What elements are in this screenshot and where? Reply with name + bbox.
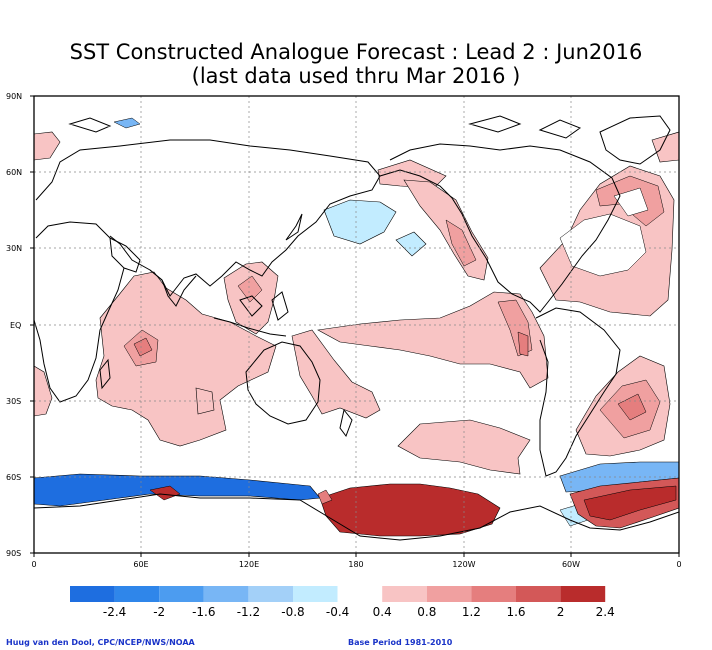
north-atlantic-warm-hole — [559, 213, 647, 277]
japan-coast — [285, 213, 303, 241]
lat-ticks — [30, 95, 34, 554]
credit-author: Huug van den Dool, CPC/NCEP/NWS/NOAA — [6, 638, 195, 647]
lon-labels: 0 60E 120E 180 120W 60W 0 — [31, 560, 681, 569]
south-atlantic-warm-strong — [617, 393, 647, 421]
lat-labels: 90N 60N 30N EQ 30S 60S 90S — [6, 92, 22, 558]
colorbar-box — [248, 586, 293, 602]
antarctica-coast — [34, 493, 679, 541]
lat-label-60n: 60N — [6, 168, 22, 177]
indian-antarctic-warm — [149, 485, 181, 501]
colorbar-label: -2 — [153, 605, 165, 619]
colorbar-label: -0.4 — [326, 605, 349, 619]
north-atlantic-warm-hole-2 — [613, 187, 649, 217]
arctic-warm-east — [651, 131, 679, 163]
colorbar-label: 2 — [557, 605, 565, 619]
north-pacific-cold — [323, 199, 397, 245]
arctic-cold-patch — [113, 117, 141, 129]
gulf-of-alaska-warm-mid — [445, 219, 477, 267]
arctic-warm-west — [34, 131, 61, 161]
colorbar-label: -2.4 — [103, 605, 126, 619]
colorbar-box — [159, 586, 204, 602]
credit-base-period: Base Period 1981-2010 — [348, 638, 453, 647]
map-title-line1: SST Constructed Analogue Forecast : Lead… — [69, 40, 643, 64]
colorbar-label: 0.8 — [417, 605, 436, 619]
colorbar-box — [426, 586, 472, 602]
weddell-warm-core — [583, 485, 677, 521]
lon-label-120w: 120W — [452, 560, 475, 569]
indian-ocean-warm-strong — [133, 337, 153, 357]
lat-label-90s: 90S — [6, 549, 21, 558]
madagascar-coast — [99, 358, 111, 390]
lat-label-30s: 30S — [6, 397, 21, 406]
colorbar-box — [471, 586, 516, 602]
greenland-coast — [599, 115, 671, 165]
colorbar-box — [293, 586, 338, 602]
arabia-coast — [109, 237, 141, 273]
colorbar-box — [382, 586, 427, 602]
new-zealand-coast — [339, 408, 353, 438]
southern-ocean-cold — [34, 473, 321, 507]
lat-label-30n: 30N — [6, 244, 22, 253]
lat-label-90n: 90N — [6, 92, 22, 101]
eurasia-coast — [35, 139, 381, 297]
colorbar-label: -0.8 — [281, 605, 304, 619]
lat-label-eq: EQ — [10, 321, 21, 330]
ross-sea-warm-fringe — [317, 489, 333, 505]
africa-coast — [34, 221, 125, 403]
colorbar-box — [516, 586, 561, 602]
colorbar-box — [70, 586, 115, 602]
colorbar-box — [114, 586, 160, 602]
arctic-islands-coast — [68, 115, 582, 139]
colorbar-label: 1.6 — [506, 605, 525, 619]
maritime-warm-mid — [237, 275, 263, 303]
australia-coast — [245, 341, 321, 425]
colorbar-label: -1.6 — [192, 605, 215, 619]
indonesia-coast — [213, 291, 289, 337]
india-coast — [149, 269, 197, 307]
lon-label-60w: 60W — [562, 560, 580, 569]
lon-label-0-east: 0 — [676, 560, 681, 569]
lon-ticks — [33, 553, 680, 557]
coral-sea-warm — [291, 329, 381, 419]
colorbar-label: -1.2 — [237, 605, 260, 619]
north-pacific-cold-2 — [395, 231, 427, 257]
lon-label-180: 180 — [348, 560, 363, 569]
lat-label-60s: 60S — [6, 473, 21, 482]
benguela-warm — [34, 365, 53, 417]
coastlines — [34, 115, 679, 541]
colorbar-box — [337, 586, 383, 602]
south-america-coast — [535, 307, 621, 477]
north-america-coast — [379, 143, 621, 313]
anomaly-layer — [34, 117, 679, 537]
ross-sea-warm-extreme — [319, 483, 501, 537]
colorbar-label: 1.2 — [462, 605, 481, 619]
colorbar-label: 2.4 — [596, 605, 615, 619]
colorbar-label: 0.4 — [373, 605, 392, 619]
lon-label-120e: 120E — [239, 560, 259, 569]
gulf-of-alaska-warm — [403, 179, 489, 281]
map-title-line2: (last data used thru Mar 2016 ) — [191, 64, 521, 88]
eastern-pacific-warm-strong — [517, 331, 529, 357]
lon-label-0: 0 — [31, 560, 36, 569]
equatorial-pacific-warm — [317, 291, 549, 389]
lon-label-60e: 60E — [133, 560, 148, 569]
colorbar-box — [560, 586, 606, 602]
graticule — [34, 96, 679, 553]
colorbar: -2.4 -2 -1.6 -1.2 -0.8 -0.4 0.4 0.8 1.2 1.6 2 2.4 — [70, 586, 615, 619]
colorbar-box — [203, 586, 249, 602]
